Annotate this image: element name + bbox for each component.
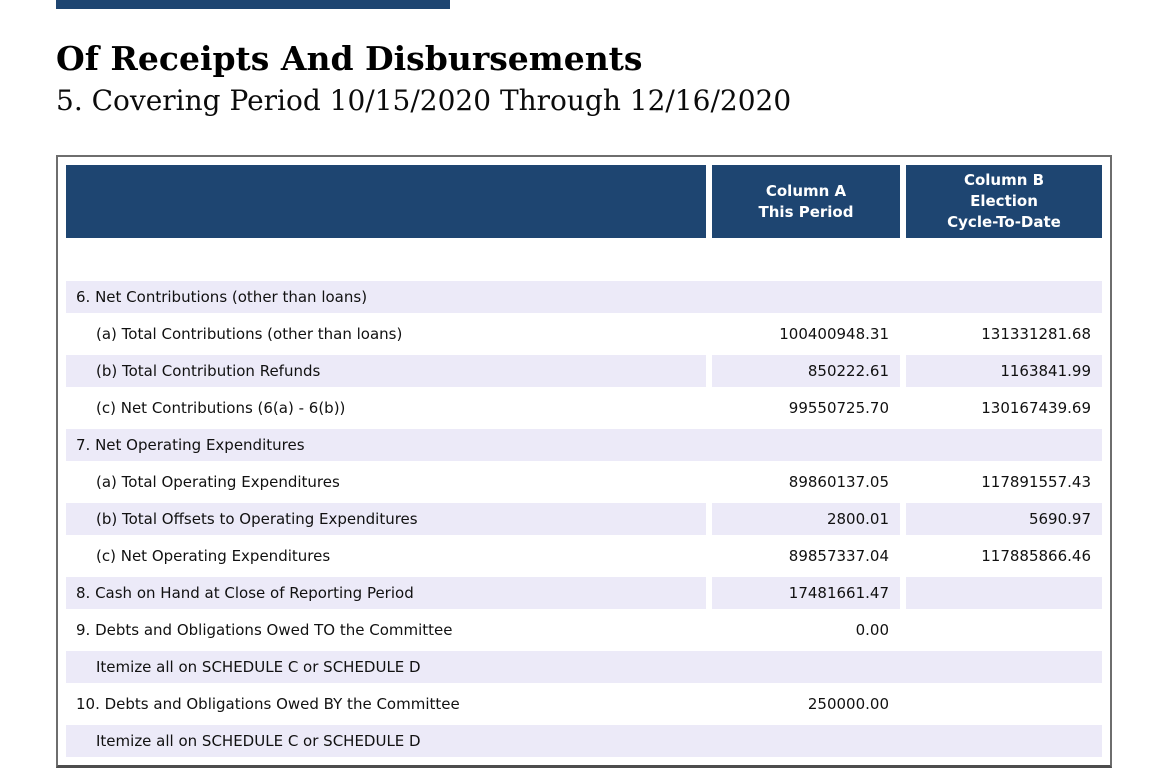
table-row: 6. Net Contributions (other than loans) xyxy=(66,281,1102,313)
table-header-row: Column A This Period Column B Election C… xyxy=(66,165,1102,238)
header-cell-column-b: Column B Election Cycle-To-Date xyxy=(906,165,1102,238)
value-column-b: 131331281.68 xyxy=(981,325,1091,343)
column-b-header-line2: Election xyxy=(970,192,1038,210)
value-column-b: 130167439.69 xyxy=(981,399,1091,417)
row-label: (c) Net Contributions (6(a) - 6(b)) xyxy=(96,399,346,417)
header-cell-column-a: Column A This Period xyxy=(712,165,900,238)
covering-period-line: 5. Covering Period 10/15/2020 Through 12… xyxy=(56,84,792,117)
table-row: (a) Total Contributions (other than loan… xyxy=(66,318,1102,350)
top-navy-bar xyxy=(56,0,450,9)
value-column-b xyxy=(906,688,1102,720)
table-row: 8. Cash on Hand at Close of Reporting Pe… xyxy=(66,577,1102,609)
value-column-a: 89860137.05 xyxy=(788,473,889,491)
column-a-header-line2: This Period xyxy=(758,202,854,221)
row-label: (a) Total Operating Expenditures xyxy=(96,473,340,491)
page-title: Of Receipts And Disbursements xyxy=(56,39,643,78)
row-label: 8. Cash on Hand at Close of Reporting Pe… xyxy=(66,577,706,609)
table-row: Itemize all on SCHEDULE C or SCHEDULE D xyxy=(66,651,1102,683)
row-label: 6. Net Contributions (other than loans) xyxy=(66,281,1102,313)
value-column-a: 17481661.47 xyxy=(712,577,900,609)
value-column-a: 250000.00 xyxy=(807,695,889,713)
row-label: 9. Debts and Obligations Owed TO the Com… xyxy=(76,621,453,639)
value-column-b: 5690.97 xyxy=(906,503,1102,535)
table-row: 9. Debts and Obligations Owed TO the Com… xyxy=(66,614,1102,646)
header-cell-spacer xyxy=(66,165,706,238)
column-a-header-line1: Column A xyxy=(765,181,847,200)
row-label: 7. Net Operating Expenditures xyxy=(66,429,1102,461)
row-label: 10. Debts and Obligations Owed BY the Co… xyxy=(76,695,460,713)
table-row: 10. Debts and Obligations Owed BY the Co… xyxy=(66,688,1102,720)
value-column-a: 0.00 xyxy=(855,621,889,639)
table-row: (a) Total Operating Expenditures 89860137… xyxy=(66,466,1102,498)
summary-table: Column A This Period Column B Election C… xyxy=(56,155,1112,768)
table-row: (c) Net Operating Expenditures 89857337.0… xyxy=(66,540,1102,572)
table-row: 7. Net Operating Expenditures xyxy=(66,429,1102,461)
table-row: (c) Net Contributions (6(a) - 6(b)) 99550… xyxy=(66,392,1102,424)
column-b-header-line1: Column B xyxy=(963,171,1045,189)
value-column-b: 117891557.43 xyxy=(981,473,1091,491)
value-column-a: 89857337.04 xyxy=(788,547,889,565)
row-label: Itemize all on SCHEDULE C or SCHEDULE D xyxy=(66,651,1102,683)
value-column-a: 99550725.70 xyxy=(788,399,889,417)
row-label: Itemize all on SCHEDULE C or SCHEDULE D xyxy=(66,725,1102,757)
table-rows: 6. Net Contributions (other than loans) (… xyxy=(66,281,1102,757)
table-row: Itemize all on SCHEDULE C or SCHEDULE D xyxy=(66,725,1102,757)
value-column-a: 2800.01 xyxy=(712,503,900,535)
column-b-header-line3: Cycle-To-Date xyxy=(947,213,1061,231)
value-column-b: 117885866.46 xyxy=(981,547,1091,565)
table-row: (b) Total Contribution Refunds 850222.61 1… xyxy=(66,355,1102,387)
value-column-b xyxy=(906,577,1102,609)
header-gap-row xyxy=(66,238,1102,281)
value-column-b xyxy=(906,614,1102,646)
value-column-a: 850222.61 xyxy=(712,355,900,387)
value-column-a: 100400948.31 xyxy=(779,325,889,343)
table-row: (b) Total Offsets to Operating Expenditu… xyxy=(66,503,1102,535)
row-label: (c) Net Operating Expenditures xyxy=(96,547,331,565)
value-column-b: 1163841.99 xyxy=(906,355,1102,387)
row-label: (b) Total Offsets to Operating Expenditu… xyxy=(66,503,706,535)
row-label: (a) Total Contributions (other than loan… xyxy=(96,325,403,343)
row-label: (b) Total Contribution Refunds xyxy=(66,355,706,387)
